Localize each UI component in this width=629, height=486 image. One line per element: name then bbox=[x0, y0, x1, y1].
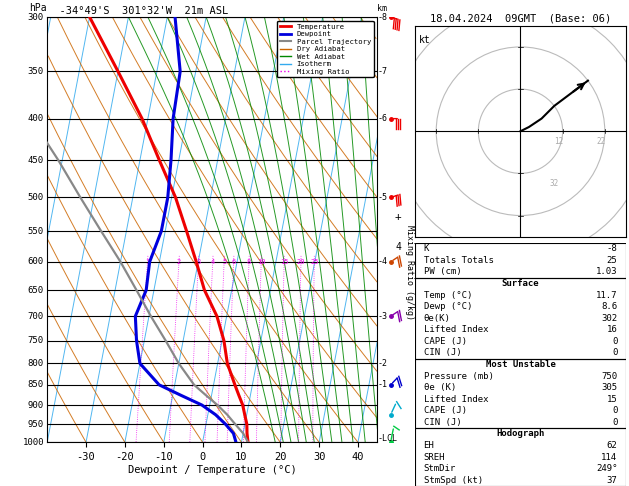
Text: 6: 6 bbox=[231, 259, 236, 265]
Text: Lifted Index: Lifted Index bbox=[423, 395, 488, 404]
Text: 249°: 249° bbox=[596, 464, 618, 473]
Text: 1: 1 bbox=[145, 259, 150, 265]
Text: 8.6: 8.6 bbox=[601, 302, 618, 311]
Text: K: K bbox=[423, 244, 429, 253]
Text: 750: 750 bbox=[28, 336, 44, 345]
Text: CAPE (J): CAPE (J) bbox=[423, 406, 467, 415]
Text: Most Unstable: Most Unstable bbox=[486, 360, 555, 369]
Text: 400: 400 bbox=[28, 114, 44, 123]
Text: 11.7: 11.7 bbox=[596, 291, 618, 299]
Text: 450: 450 bbox=[28, 156, 44, 165]
Text: 900: 900 bbox=[28, 400, 44, 410]
Text: 15: 15 bbox=[607, 395, 618, 404]
Text: CIN (J): CIN (J) bbox=[423, 348, 461, 357]
Text: Hodograph: Hodograph bbox=[496, 430, 545, 438]
Text: 700: 700 bbox=[28, 312, 44, 321]
Text: Surface: Surface bbox=[502, 279, 539, 288]
Text: 20: 20 bbox=[297, 259, 305, 265]
Text: 16: 16 bbox=[607, 325, 618, 334]
Text: StmDir: StmDir bbox=[423, 464, 456, 473]
X-axis label: Dewpoint / Temperature (°C): Dewpoint / Temperature (°C) bbox=[128, 465, 297, 475]
Text: 32: 32 bbox=[550, 179, 559, 188]
Text: -3: -3 bbox=[377, 312, 387, 321]
Text: -4: -4 bbox=[377, 257, 387, 266]
Text: 0: 0 bbox=[612, 337, 618, 346]
Text: 600: 600 bbox=[28, 257, 44, 266]
Text: -8: -8 bbox=[377, 13, 387, 21]
Text: -7: -7 bbox=[377, 67, 387, 76]
Text: Mixing Ratio (g/kg): Mixing Ratio (g/kg) bbox=[405, 225, 414, 320]
Text: Pressure (mb): Pressure (mb) bbox=[423, 372, 493, 381]
Text: 305: 305 bbox=[601, 383, 618, 392]
Text: 0: 0 bbox=[612, 418, 618, 427]
Text: -34°49'S  301°32'W  21m ASL: -34°49'S 301°32'W 21m ASL bbox=[47, 6, 228, 16]
Text: 800: 800 bbox=[28, 359, 44, 368]
Text: 750: 750 bbox=[601, 372, 618, 381]
Text: Temp (°C): Temp (°C) bbox=[423, 291, 472, 299]
Text: -1: -1 bbox=[377, 381, 387, 389]
Text: 1000: 1000 bbox=[23, 438, 44, 447]
Title: 18.04.2024  09GMT  (Base: 06): 18.04.2024 09GMT (Base: 06) bbox=[430, 14, 611, 24]
Text: 350: 350 bbox=[28, 67, 44, 76]
Legend: Temperature, Dewpoint, Parcel Trajectory, Dry Adiabat, Wet Adiabat, Isotherm, Mi: Temperature, Dewpoint, Parcel Trajectory… bbox=[277, 20, 374, 77]
Text: Dewp (°C): Dewp (°C) bbox=[423, 302, 472, 311]
Text: EH: EH bbox=[423, 441, 434, 450]
Text: -5: -5 bbox=[377, 193, 387, 202]
Text: 5: 5 bbox=[222, 259, 226, 265]
Text: -LCL: -LCL bbox=[377, 434, 398, 443]
Text: 8: 8 bbox=[247, 259, 251, 265]
Text: CIN (J): CIN (J) bbox=[423, 418, 461, 427]
Text: Lifted Index: Lifted Index bbox=[423, 325, 488, 334]
Text: 37: 37 bbox=[607, 476, 618, 485]
Text: 25: 25 bbox=[607, 256, 618, 265]
Text: 300: 300 bbox=[28, 13, 44, 21]
Text: +: + bbox=[395, 212, 401, 222]
Text: 10: 10 bbox=[257, 259, 265, 265]
Text: 650: 650 bbox=[28, 286, 44, 295]
Text: 2: 2 bbox=[177, 259, 181, 265]
Text: kt: kt bbox=[420, 35, 431, 45]
Text: PW (cm): PW (cm) bbox=[423, 267, 461, 277]
Text: -8: -8 bbox=[607, 244, 618, 253]
Text: 12: 12 bbox=[554, 137, 564, 146]
Text: -6: -6 bbox=[377, 114, 387, 123]
Text: θe(K): θe(K) bbox=[423, 314, 450, 323]
Text: CAPE (J): CAPE (J) bbox=[423, 337, 467, 346]
Text: hPa: hPa bbox=[29, 3, 47, 13]
Text: 950: 950 bbox=[28, 419, 44, 429]
Text: 1.03: 1.03 bbox=[596, 267, 618, 277]
Text: 4: 4 bbox=[395, 242, 401, 252]
Text: 550: 550 bbox=[28, 226, 44, 236]
Text: Totals Totals: Totals Totals bbox=[423, 256, 493, 265]
Text: StmSpd (kt): StmSpd (kt) bbox=[423, 476, 482, 485]
Text: 25: 25 bbox=[310, 259, 318, 265]
Text: km: km bbox=[377, 4, 387, 13]
Text: 302: 302 bbox=[601, 314, 618, 323]
Text: 114: 114 bbox=[601, 452, 618, 462]
Text: 22: 22 bbox=[596, 137, 606, 146]
Text: SREH: SREH bbox=[423, 452, 445, 462]
Text: 850: 850 bbox=[28, 381, 44, 389]
Text: θe (K): θe (K) bbox=[423, 383, 456, 392]
Text: -2: -2 bbox=[377, 359, 387, 368]
Text: 15: 15 bbox=[280, 259, 289, 265]
Text: 4: 4 bbox=[211, 259, 215, 265]
Text: 0: 0 bbox=[612, 406, 618, 415]
Text: 500: 500 bbox=[28, 193, 44, 202]
Text: 3: 3 bbox=[196, 259, 201, 265]
Text: 0: 0 bbox=[612, 348, 618, 357]
Text: 62: 62 bbox=[607, 441, 618, 450]
